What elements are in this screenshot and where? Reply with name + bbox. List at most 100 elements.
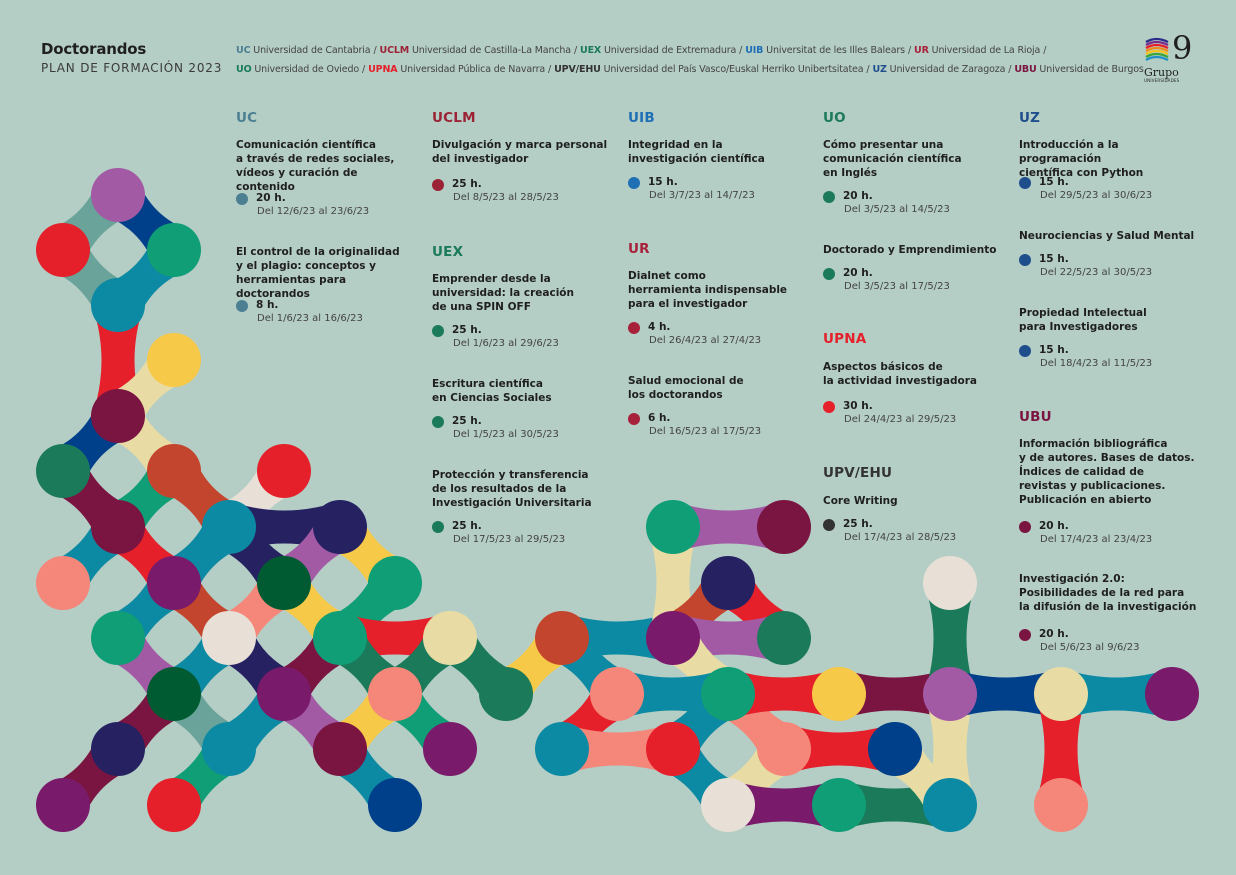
bullet-dot-icon	[1019, 345, 1031, 357]
universities-list-line-1: UC Universidad de Cantabria / UCLM Univers…	[236, 45, 1049, 56]
molecule-link	[1035, 694, 1087, 805]
course-title: Integridad en la investigación científic…	[628, 139, 765, 165]
molecule-node	[257, 556, 311, 610]
course-hours: 20 h.	[843, 267, 873, 279]
molecule-node	[423, 722, 477, 776]
university-name: Universidad de Zaragoza	[886, 64, 1006, 75]
grupo-9-logo-icon	[1145, 37, 1169, 61]
molecule-node	[202, 611, 256, 665]
university-heading: UO	[823, 110, 846, 126]
university-heading: UEX	[432, 244, 464, 260]
university-code: UEX	[580, 45, 602, 56]
molecule-node	[757, 500, 811, 554]
course-title: Cómo presentar una comunicación científi…	[823, 139, 962, 179]
course-dates: Del 22/5/23 al 30/5/23	[1040, 267, 1153, 278]
molecule-node	[202, 722, 256, 776]
page-subtitle: PLAN DE FORMACIÓN 2023	[41, 61, 223, 75]
molecule-node	[36, 778, 90, 832]
course-title: Dialnet como herramienta indispensable p…	[628, 270, 788, 310]
course-hours: 6 h.	[648, 412, 671, 424]
molecule-node	[923, 667, 977, 721]
course-hours: 8 h.	[256, 299, 279, 311]
course-hours: 20 h.	[1039, 628, 1069, 640]
university-heading: UBU	[1019, 409, 1052, 425]
separator: /	[373, 45, 377, 56]
university-heading: UZ	[1019, 110, 1041, 126]
course-hours: 25 h.	[843, 518, 873, 530]
separator: /	[362, 64, 366, 75]
course-dates: Del 3/7/23 al 14/7/23	[649, 190, 755, 201]
molecule-node	[646, 500, 700, 554]
university-heading: UPNA	[823, 331, 867, 347]
bullet-dot-icon	[432, 179, 444, 191]
molecule-node	[147, 667, 201, 721]
logo-small-text: UNIVERSIDADES	[1144, 78, 1180, 83]
molecule-node	[701, 778, 755, 832]
bullet-dot-icon	[432, 416, 444, 428]
university-code: UIB	[745, 45, 764, 56]
course-dates: Del 16/5/23 al 17/5/23	[649, 426, 762, 437]
molecule-link	[562, 723, 673, 775]
course-hours: 30 h.	[843, 400, 873, 412]
separator: /	[1008, 64, 1012, 75]
university-code: UCLM	[379, 45, 410, 56]
molecule-node	[91, 389, 145, 443]
bullet-dot-icon	[823, 401, 835, 413]
molecule-node	[1034, 667, 1088, 721]
course-title: Protección y transferencia de los result…	[432, 469, 592, 509]
university-name: Universidad de Oviedo	[251, 64, 360, 75]
course-hours: 25 h.	[452, 415, 482, 427]
page-title: Doctorandos	[41, 40, 147, 58]
course-dates: Del 24/4/23 al 29/5/23	[844, 414, 957, 425]
bullet-dot-icon	[823, 519, 835, 531]
bullet-dot-icon	[432, 325, 444, 337]
course-title: Propiedad Intelectual para Investigadore…	[1019, 307, 1147, 333]
logo-number: 9	[1172, 29, 1193, 67]
molecule-node	[313, 611, 367, 665]
molecule-node	[368, 778, 422, 832]
university-code: UR	[914, 45, 929, 56]
molecule-node	[91, 278, 145, 332]
course-hours: 25 h.	[452, 324, 482, 336]
course-hours: 4 h.	[648, 321, 671, 333]
bullet-dot-icon	[628, 322, 640, 334]
molecule-node	[368, 556, 422, 610]
university-name: Universidad de La Rioja	[928, 45, 1041, 56]
molecule-node	[91, 168, 145, 222]
molecule-node	[701, 667, 755, 721]
molecule-link	[839, 668, 950, 720]
bullet-dot-icon	[1019, 629, 1031, 641]
course-title: Introducción a la programación científic…	[1019, 139, 1144, 179]
separator: /	[866, 64, 870, 75]
course-hours: 20 h.	[1039, 520, 1069, 532]
university-heading: UCLM	[432, 110, 476, 126]
bullet-dot-icon	[628, 413, 640, 425]
course-hours: 15 h.	[1039, 344, 1069, 356]
molecule-node	[479, 667, 533, 721]
university-name: Universidad Pública de Navarra	[397, 64, 546, 75]
course-title: Escritura científica en Ciencias Sociale…	[432, 378, 552, 404]
separator: /	[907, 45, 912, 56]
university-name: Universidad de Burgos	[1036, 64, 1144, 75]
molecule-node	[313, 722, 367, 776]
university-name: Universidad de Castilla-La Mancha	[409, 45, 571, 56]
university-code: UPNA	[368, 64, 398, 75]
bullet-dot-icon	[1019, 254, 1031, 266]
molecule-link	[924, 583, 976, 694]
separator: /	[573, 45, 577, 56]
course-hours: 15 h.	[1039, 176, 1069, 188]
molecule-node	[313, 500, 367, 554]
molecule-node	[757, 611, 811, 665]
molecule-link	[784, 723, 895, 775]
molecule-node	[147, 444, 201, 498]
molecule-link	[673, 501, 784, 553]
separator: /	[548, 64, 552, 75]
bullet-dot-icon	[628, 177, 640, 189]
molecule-node	[646, 611, 700, 665]
molecule-node	[646, 722, 700, 776]
universities-list-line-2: UO Universidad de Oviedo / UPNA Universida…	[236, 64, 1144, 75]
university-heading: UIB	[628, 110, 655, 126]
course-dates: Del 18/4/23 al 11/5/23	[1040, 358, 1153, 369]
course-dates: Del 5/6/23 al 9/6/23	[1040, 642, 1140, 653]
